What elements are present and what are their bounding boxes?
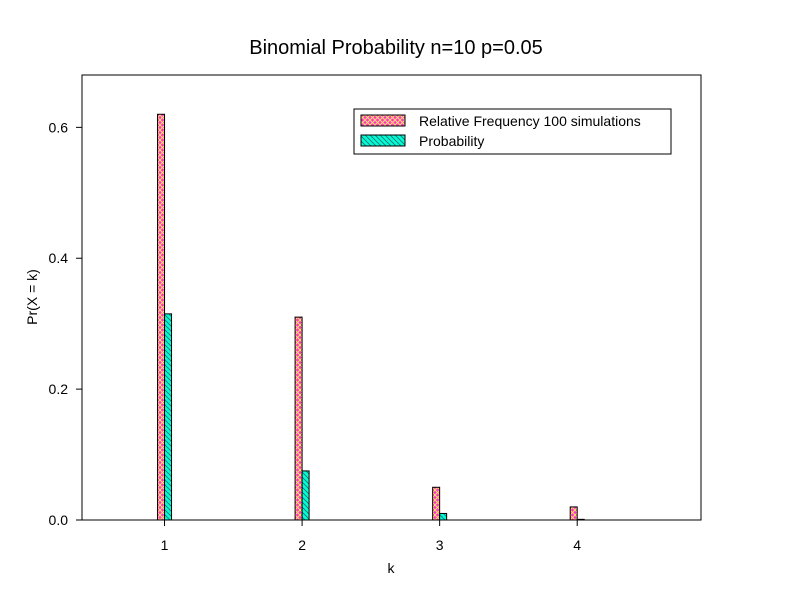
x-axis: 1 2 3 4 <box>161 520 581 553</box>
y-tick-label: 0.6 <box>49 119 69 135</box>
y-tick-label: 0.2 <box>49 381 69 397</box>
bar-probability <box>164 313 173 521</box>
bar-probability <box>439 512 448 521</box>
plot-frame <box>81 74 702 521</box>
x-tick-label: 3 <box>436 537 444 553</box>
x-tick-label: 1 <box>161 537 169 553</box>
x-tick-label: 2 <box>298 537 306 553</box>
y-axis: 0.0 0.2 0.4 0.6 <box>49 119 82 528</box>
bar-relative-frequency <box>569 506 578 521</box>
legend-label-probability: Probability <box>419 133 484 149</box>
legend-swatch-relative-frequency <box>360 114 406 127</box>
legend: Relative Frequency 100 simulations Proba… <box>353 108 672 155</box>
legend-box <box>353 108 672 155</box>
y-tick-label: 0.4 <box>49 250 69 266</box>
bar-probability <box>576 518 585 521</box>
bar-group <box>157 113 585 521</box>
chart-title: Binomial Probability n=10 p=0.05 <box>249 37 543 59</box>
bar-probability <box>301 470 310 521</box>
bar-relative-frequency <box>294 316 303 521</box>
bar-relative-frequency <box>157 113 166 521</box>
x-tick-label: 4 <box>573 537 581 553</box>
y-axis-title: Pr(X = k) <box>24 269 40 325</box>
x-axis-title: k <box>388 560 396 576</box>
bar-relative-frequency <box>432 486 441 521</box>
legend-swatch-probability <box>360 134 406 147</box>
y-tick-label: 0.0 <box>49 512 69 528</box>
legend-label-relative-frequency: Relative Frequency 100 simulations <box>419 113 641 129</box>
